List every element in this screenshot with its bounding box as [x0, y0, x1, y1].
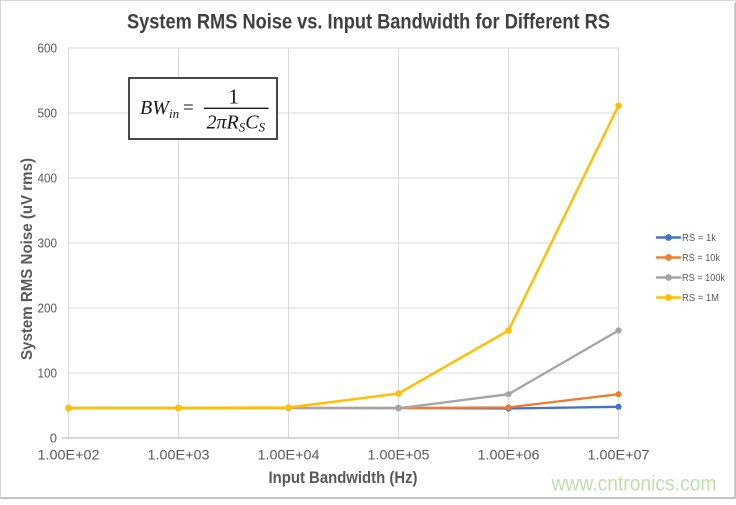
svg-text:www.cntronics.com: www.cntronics.com — [551, 472, 717, 496]
svg-text:300: 300 — [38, 236, 58, 251]
svg-text:BW: BW — [140, 97, 171, 119]
svg-text:in: in — [169, 106, 179, 121]
svg-text:400: 400 — [38, 171, 58, 186]
svg-text:200: 200 — [38, 301, 58, 316]
svg-text:System RMS Noise (uV rms): System RMS Noise (uV rms) — [19, 158, 36, 360]
svg-text:1.00E+05: 1.00E+05 — [368, 447, 430, 463]
svg-text:=: = — [183, 98, 194, 119]
svg-text:1: 1 — [228, 85, 239, 109]
svg-text:1.00E+04: 1.00E+04 — [258, 447, 320, 463]
svg-text:1.00E+02: 1.00E+02 — [38, 447, 100, 463]
svg-text:RS = 100k: RS = 100k — [682, 272, 726, 284]
svg-text:2πRSCS: 2πRSCS — [207, 111, 266, 134]
svg-text:RS = 10k: RS = 10k — [682, 252, 721, 264]
svg-text:0: 0 — [50, 431, 57, 446]
svg-text:1.00E+07: 1.00E+07 — [588, 447, 650, 463]
svg-text:System RMS Noise vs. Input Ban: System RMS Noise vs. Input Bandwidth for… — [127, 11, 610, 34]
svg-text:1.00E+06: 1.00E+06 — [478, 447, 540, 463]
svg-text:RS = 1M: RS = 1M — [682, 292, 719, 304]
svg-text:100: 100 — [38, 366, 58, 381]
svg-text:1.00E+03: 1.00E+03 — [148, 447, 210, 463]
svg-text:Input Bandwidth (Hz): Input Bandwidth (Hz) — [269, 468, 418, 487]
svg-text:500: 500 — [38, 106, 58, 121]
svg-text:600: 600 — [38, 41, 58, 56]
svg-text:RS = 1k: RS = 1k — [682, 232, 717, 244]
